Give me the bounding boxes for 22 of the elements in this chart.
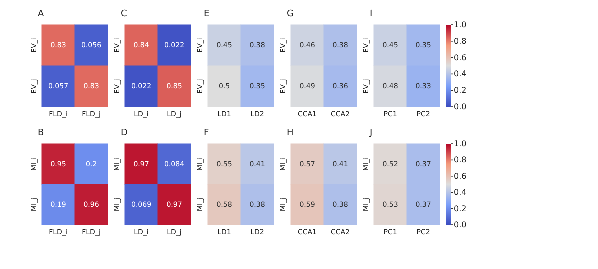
chart-title: E [204, 10, 210, 20]
color-bar-label: 0.0 [454, 102, 467, 112]
color-bar-label: 0.4 [454, 70, 467, 79]
color-bar-label: 1.0 [454, 140, 467, 148]
chart-title: G [287, 10, 294, 20]
color-bar-label: 0.4 [454, 188, 467, 198]
chart-title: H [287, 128, 294, 138]
color-bar-label: 0.6 [454, 53, 467, 62]
color-bar-label: 0.2 [454, 86, 467, 96]
chart-title: F [204, 128, 210, 138]
chart-title: B [38, 128, 44, 138]
color-bar-label: 0.6 [454, 172, 467, 181]
color-bar-label: 0.8 [454, 156, 467, 165]
chart-title: I [370, 10, 373, 20]
color-bar-label: 0.8 [454, 36, 467, 46]
chart-title: A [38, 10, 45, 20]
chart-title: C [121, 10, 128, 20]
chart-title: D [121, 128, 128, 138]
chart-title: J [369, 128, 373, 138]
color-bar-label: 0.0 [454, 220, 467, 230]
color-bar-label: 0.2 [454, 204, 467, 214]
color-bar-label: 1.0 [454, 20, 467, 30]
